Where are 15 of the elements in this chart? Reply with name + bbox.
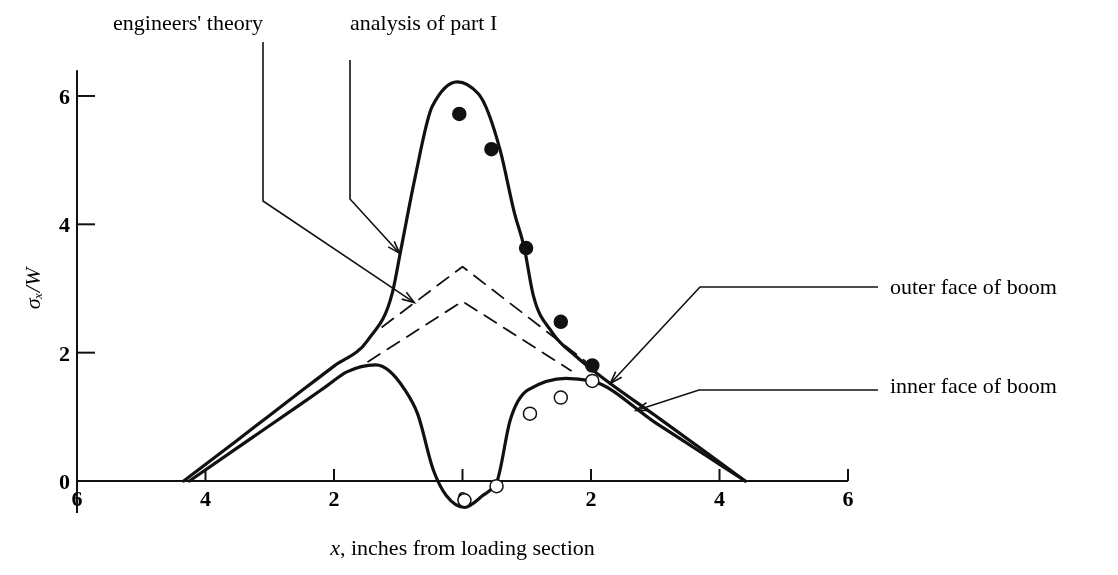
annotation: analysis of part I: [350, 10, 498, 35]
y-tick-label: 6: [59, 83, 70, 109]
y-tick-label: 4: [59, 212, 70, 238]
x-axis-title: x, inches from loading section: [329, 535, 595, 560]
annotation: engineers' theory: [113, 10, 263, 35]
annotation: outer face of boom: [890, 274, 1057, 299]
x-tick-label: 4: [714, 486, 725, 512]
annotation: inner face of boom: [890, 373, 1057, 398]
y-tick-label: 2: [59, 340, 70, 366]
y-tick-label: 0: [59, 469, 70, 495]
x-tick-label: 2: [585, 486, 597, 512]
x-tick-label: 2: [328, 486, 340, 512]
x-tick-label: 6: [842, 486, 854, 512]
y-axis-title: σₓ/W: [20, 266, 45, 310]
x-tick-label: 4: [200, 486, 211, 512]
